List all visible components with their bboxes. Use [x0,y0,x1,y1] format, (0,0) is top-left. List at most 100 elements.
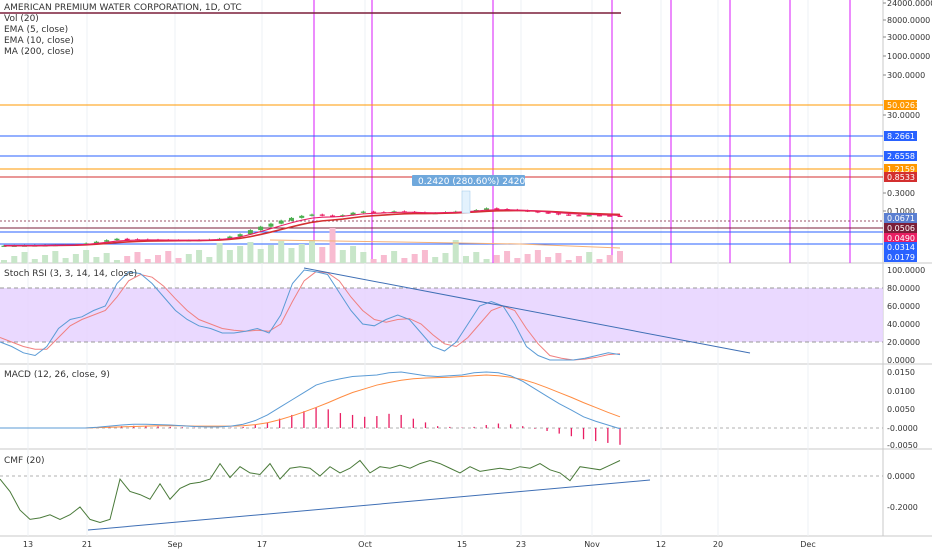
volume-bar [350,246,357,263]
volume-bar [596,259,603,263]
volume-bar [329,228,336,263]
study-ma200: MA (200, close) [4,47,74,57]
time-tick-label: 12 [656,540,666,549]
candle-body [114,238,120,241]
candle-body [268,223,274,227]
volume-bar [226,250,233,263]
time-tick-label: 21 [82,540,92,549]
candle-body [586,215,592,217]
volume-bar [606,255,613,263]
volume-bar [617,251,623,263]
candle-body [319,214,325,216]
volume-bar [545,257,552,263]
time-tick-label: 23 [516,540,526,549]
stoch-tick-label: 100.0000 [887,266,925,275]
volume-bar [196,250,203,263]
macd-line [0,371,621,430]
study-ema10: EMA (10, close) [4,36,74,46]
volume-bar [565,260,572,263]
price-badge [884,233,917,243]
volume-bar [391,251,398,263]
price-badge [884,223,917,233]
volume-bar [360,252,367,263]
stoch-tick-label: 60.0000 [887,302,920,311]
volume-bar [83,250,90,263]
ema5-line [4,209,621,247]
volume-bar [555,253,562,263]
stoch-tick-label: 80.0000 [887,284,920,293]
candle-body [607,215,613,217]
price-badge-label: 2.6558 [887,152,915,161]
volume-bar [288,248,295,263]
candle-body [576,215,582,217]
candle-body [247,230,253,235]
candle-body [299,215,305,218]
price-tick-label: 0.1000 [887,207,915,216]
volume-bar [524,254,531,263]
volume-bar [175,258,182,263]
price-tick-label: 300.0000 [887,71,925,80]
volume-bar [463,256,469,263]
candle-body [278,220,284,224]
volume-bar [380,255,387,263]
price-badge [884,252,917,262]
volume-bar [421,250,428,263]
price-badge-label: 0.0490 [887,234,915,243]
volume-bar [534,250,541,263]
price-badge-label: 0.8533 [887,173,915,182]
candle-body [227,236,233,239]
candle-body [566,214,572,216]
volume-bar [1,260,7,263]
macd-panel-label: MACD (12, 26, close, 9) [4,370,110,380]
volume-bar [575,256,582,263]
candle-body [360,211,366,213]
price-tick-label: 1000.0000 [887,52,930,61]
macd-tick-label: 0.0100 [887,387,915,396]
price-badge-label: 50.0263 [887,101,920,110]
time-tick-label: 13 [23,540,33,549]
volume-bar [319,247,326,263]
volume-bar [144,259,151,263]
candle-body [494,208,500,210]
volume-bar [103,253,110,263]
time-tick-label: 17 [257,540,267,549]
volume-bar [452,240,459,263]
candle-body [555,213,561,215]
stoch-band [0,288,883,342]
cmf-tick-label: 0.0000 [887,472,915,481]
candle-body [371,211,377,213]
volume-bar [216,243,223,263]
time-tick-label: 20 [713,540,723,549]
volume-bar [278,241,285,263]
price-badge-label: 1.2159 [887,165,915,174]
time-tick-label: Sep [167,540,182,549]
price-tick-label: 0.3000 [887,189,915,198]
candle-body [350,212,356,216]
stoch-tick-label: 0.0000 [887,356,915,365]
volume-bar [473,252,480,263]
main-legend: AMERICAN PREMIUM WATER CORPORATION, 1D, … [4,3,242,58]
cmf-panel-label: CMF (20) [4,456,45,466]
volume-bar [411,254,418,263]
cmf-tick-label: -0.2000 [887,503,918,512]
volume-bar [298,244,305,263]
stoch-trendline [303,267,751,354]
volume-bar [442,253,449,263]
macd-tick-label: -0.0050 [887,441,918,450]
price-tick-label: 30.0000 [887,111,920,120]
price-tick-label: 8000.0000 [887,16,930,25]
study-ema5: EMA (5, close) [4,25,69,35]
measure-bar [461,190,471,214]
stoch-tick-label: 40.0000 [887,320,920,329]
volume-bar [370,259,377,263]
ma200-line [269,239,621,249]
candle-body [258,226,264,231]
candle-body [124,238,130,240]
price-badge [884,131,917,141]
volume-bar [134,252,141,263]
cmf-trendline [87,479,651,531]
macd-tick-label: 0.0150 [887,368,915,377]
volume-bar [62,258,69,263]
